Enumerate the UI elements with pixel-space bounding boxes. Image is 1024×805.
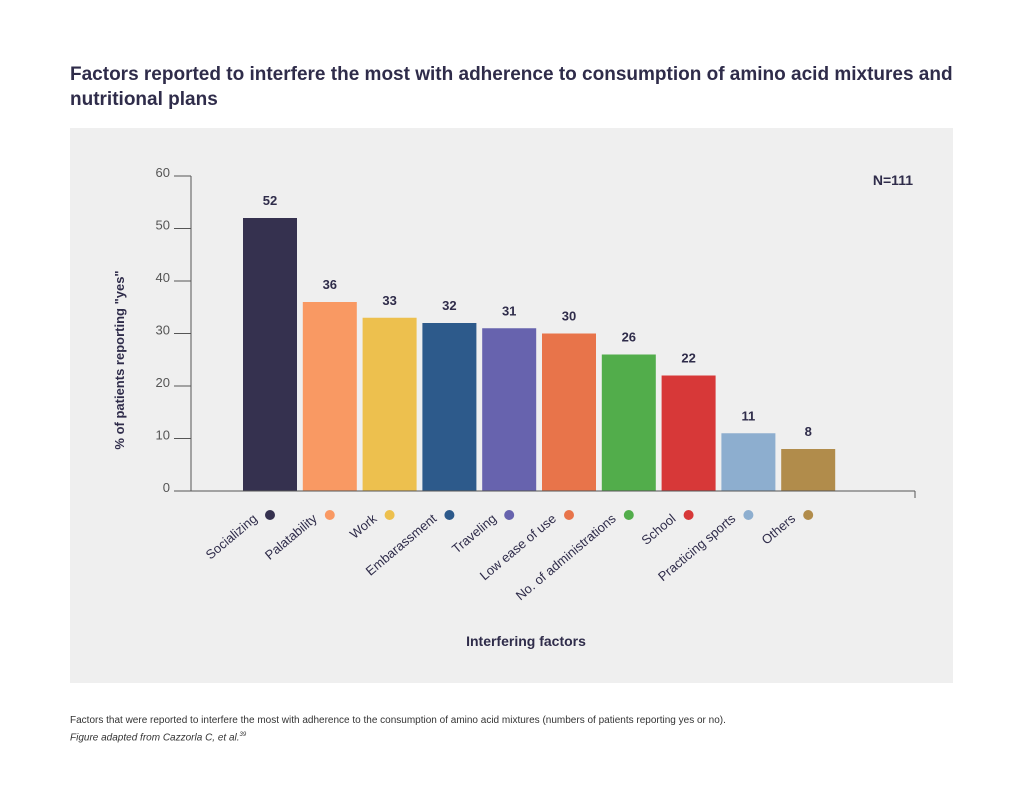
caption-adapted: Figure adapted from Cazzorla C, et al. bbox=[70, 732, 240, 744]
y-axis-label: % of patients reporting "yes" bbox=[112, 270, 127, 449]
bar-9 bbox=[781, 449, 836, 491]
bar-7 bbox=[661, 375, 716, 491]
category-marker bbox=[504, 510, 515, 520]
category-marker bbox=[683, 510, 694, 520]
y-tick-label: 20 bbox=[156, 375, 170, 390]
y-tick-label: 50 bbox=[156, 218, 170, 233]
bar-4 bbox=[482, 328, 537, 491]
chart-panel: 0 10 20 30 40 50 60 52 36 33 32 31 30 26 22 11 8 Social… bbox=[70, 128, 953, 683]
y-tick-label: 30 bbox=[156, 323, 170, 338]
category-marker bbox=[444, 510, 455, 520]
sample-size-annotation: N=111 bbox=[873, 172, 913, 188]
value-label: 30 bbox=[562, 309, 576, 324]
bar-0 bbox=[243, 218, 297, 491]
category-marker bbox=[623, 510, 634, 520]
category-marker bbox=[564, 510, 574, 520]
x-tick-label: Socializing bbox=[203, 511, 260, 562]
bar-6 bbox=[601, 354, 656, 491]
value-label: 11 bbox=[742, 408, 756, 423]
x-tick-label: Work bbox=[347, 510, 380, 541]
bars: 52 36 33 32 31 30 26 22 11 8 bbox=[243, 193, 836, 491]
bar-chart: 0 10 20 30 40 50 60 52 36 33 32 31 30 26 22 11 8 Social… bbox=[112, 165, 916, 649]
value-label: 32 bbox=[442, 298, 456, 313]
y-tick-label: 0 bbox=[163, 480, 170, 495]
x-tick-label: No. of administrations bbox=[513, 510, 619, 603]
value-label: 8 bbox=[805, 424, 812, 439]
category-marker bbox=[265, 510, 275, 520]
y-tick-label: 10 bbox=[156, 428, 170, 443]
x-tick-label: Others bbox=[759, 510, 799, 547]
value-label: 22 bbox=[681, 351, 695, 366]
y-tick-label: 60 bbox=[156, 165, 170, 180]
y-tick-label: 40 bbox=[156, 270, 170, 285]
value-label: 26 bbox=[622, 330, 636, 345]
bar-5 bbox=[542, 333, 596, 491]
value-label: 36 bbox=[323, 277, 337, 292]
value-label: 31 bbox=[502, 303, 516, 318]
bar-8 bbox=[721, 433, 776, 491]
category-marker bbox=[743, 510, 754, 520]
category-marker bbox=[384, 510, 395, 520]
bar-3 bbox=[422, 323, 477, 491]
figure-caption: Factors that were reported to interfere … bbox=[70, 714, 970, 745]
value-label: 52 bbox=[263, 193, 277, 208]
x-tick-label: School bbox=[638, 511, 678, 548]
value-label: 33 bbox=[382, 293, 396, 308]
x-axis-label: Interfering factors bbox=[466, 633, 586, 649]
bar-2 bbox=[362, 317, 417, 491]
y-axis: 0 10 20 30 40 50 60 bbox=[156, 165, 192, 495]
caption-reference: 39 bbox=[239, 732, 247, 738]
bar-1 bbox=[302, 302, 357, 491]
category-marker bbox=[324, 510, 335, 520]
x-tick-label: Traveling bbox=[449, 511, 499, 557]
caption-source: Figure adapted from Cazzorla C, et al.39 bbox=[70, 728, 970, 745]
chart-title: Factors reported to interfere the most w… bbox=[70, 64, 953, 110]
category-marker bbox=[803, 510, 814, 520]
caption-text: Factors that were reported to interfere … bbox=[70, 715, 726, 726]
